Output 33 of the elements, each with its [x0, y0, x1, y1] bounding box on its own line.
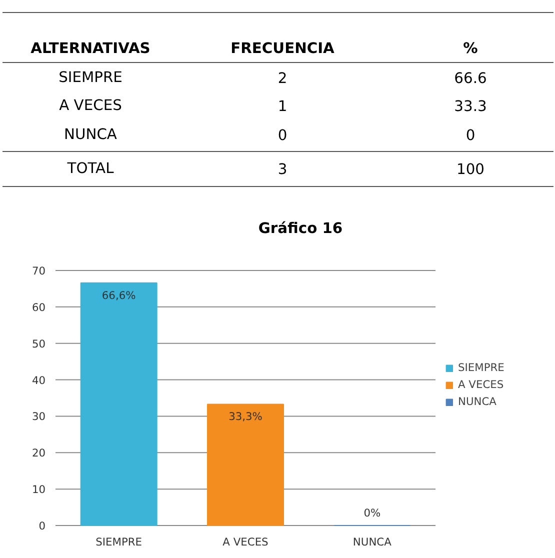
text: A VECES	[59, 97, 122, 114]
text: TOTAL	[66, 160, 115, 177]
text: 100	[456, 161, 484, 178]
text: %	[463, 40, 478, 57]
x-tick-label: SIEMPRE	[96, 536, 142, 548]
data-label: 0%	[364, 506, 381, 520]
y-tick-label: 50	[32, 337, 46, 350]
text: ALTERNATIVAS	[30, 40, 150, 57]
y-tick-label: 30	[32, 410, 46, 424]
text: SIEMPRE	[58, 69, 122, 86]
text: 0	[466, 127, 476, 144]
data-label: 66,6%	[102, 288, 136, 302]
y-tick-label: 40	[32, 374, 46, 387]
text: 66.6	[454, 70, 487, 87]
legend-label: SIEMPRE	[458, 361, 504, 374]
y-tick-label: 70	[32, 264, 46, 278]
y-tick-label: 10	[32, 483, 46, 496]
text: 3	[278, 161, 288, 178]
legend-label: A VECES	[458, 378, 504, 391]
chart-title: Gráfico 16	[258, 220, 343, 237]
text: NUNCA	[64, 126, 117, 143]
x-tick-label: A VECES	[222, 536, 269, 548]
text: 2	[278, 70, 288, 87]
y-tick-label: 60	[32, 300, 46, 314]
text: 1	[278, 98, 288, 115]
text: 33.3	[454, 98, 487, 115]
y-tick-label: 20	[32, 446, 46, 460]
data-label: 33,3%	[228, 410, 262, 424]
x-tick-label: NUNCA	[352, 536, 392, 548]
y-tick-label: 0	[38, 520, 46, 532]
text: FRECUENCIA	[230, 40, 336, 57]
text: 0	[278, 127, 288, 144]
legend-label: NUNCA	[458, 395, 496, 408]
